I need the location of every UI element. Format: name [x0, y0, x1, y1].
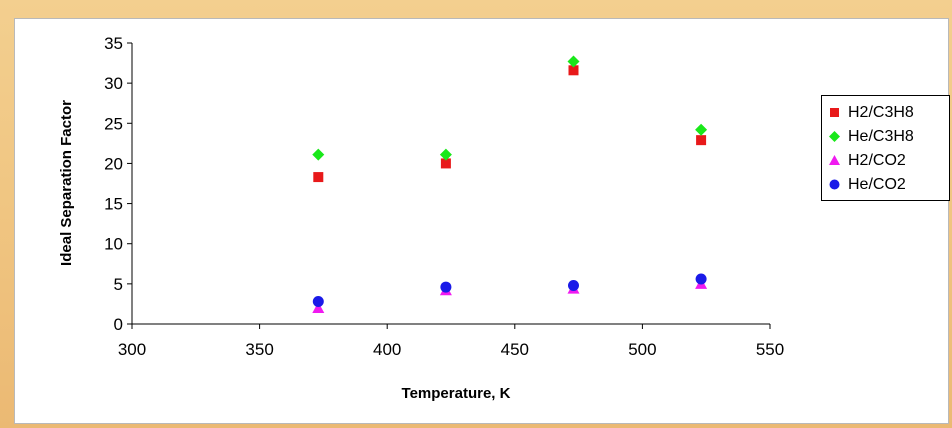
- legend-label: He/CO2: [848, 176, 906, 193]
- legend-label: H2/C3H8: [848, 104, 914, 121]
- data-point: [312, 301, 325, 313]
- x-tick-label: 550: [756, 340, 784, 359]
- y-tick-label: 10: [104, 235, 123, 254]
- y-axis-title: Ideal Separation Factor: [58, 100, 75, 266]
- legend: H2/C3H8 He/C3H8 H2/CO2 He/CO2: [821, 95, 950, 201]
- data-point: [568, 65, 579, 76]
- y-tick-label: 30: [104, 74, 123, 93]
- data-point: [312, 148, 325, 161]
- data-point: [313, 172, 324, 183]
- data-point: [440, 281, 452, 293]
- data-points: [312, 55, 708, 313]
- data-point: [312, 296, 324, 308]
- legend-item: He/CO2: [822, 173, 949, 197]
- x-axis-title: Temperature, K: [402, 385, 511, 402]
- tick-labels: 0 5 10 15 20 25 30 35 300 350 400 450 500 550: [104, 34, 784, 359]
- x-tick-label: 400: [373, 340, 401, 359]
- square-marker-icon: [830, 108, 839, 117]
- data-point: [567, 279, 579, 291]
- legend-item: He/C3H8: [822, 125, 949, 149]
- y-tick-label: 25: [104, 114, 123, 133]
- x-tick-label: 450: [501, 340, 529, 359]
- y-tick-label: 15: [104, 195, 123, 214]
- legend-item: H2/CO2: [822, 149, 949, 173]
- legend-label: H2/CO2: [848, 152, 906, 169]
- data-point: [567, 55, 580, 68]
- legend-item: H2/C3H8: [822, 101, 949, 125]
- x-tick-label: 300: [118, 340, 146, 359]
- y-tick-label: 35: [104, 34, 123, 53]
- data-point: [696, 135, 707, 146]
- data-point: [440, 158, 451, 169]
- data-point: [695, 273, 707, 285]
- circle-marker-icon: [829, 179, 840, 190]
- data-point: [439, 148, 452, 161]
- legend-label: He/C3H8: [848, 128, 914, 145]
- y-tick-label: 0: [114, 315, 123, 334]
- y-tick-label: 5: [114, 275, 123, 294]
- y-tick-label: 20: [104, 154, 123, 173]
- x-tick-label: 350: [245, 340, 273, 359]
- data-point: [695, 123, 708, 136]
- triangle-marker-icon: [829, 155, 840, 165]
- axes: [127, 42, 771, 329]
- scatter-plot: 0 5 10 15 20 25 30 35 300 350 400 450 500 550 Ideal S…: [58, 34, 784, 402]
- x-tick-label: 500: [628, 340, 656, 359]
- chart-area: 0 5 10 15 20 25 30 35 300 350 400 450 500 550 Ideal S…: [14, 18, 950, 424]
- diamond-marker-icon: [829, 131, 840, 142]
